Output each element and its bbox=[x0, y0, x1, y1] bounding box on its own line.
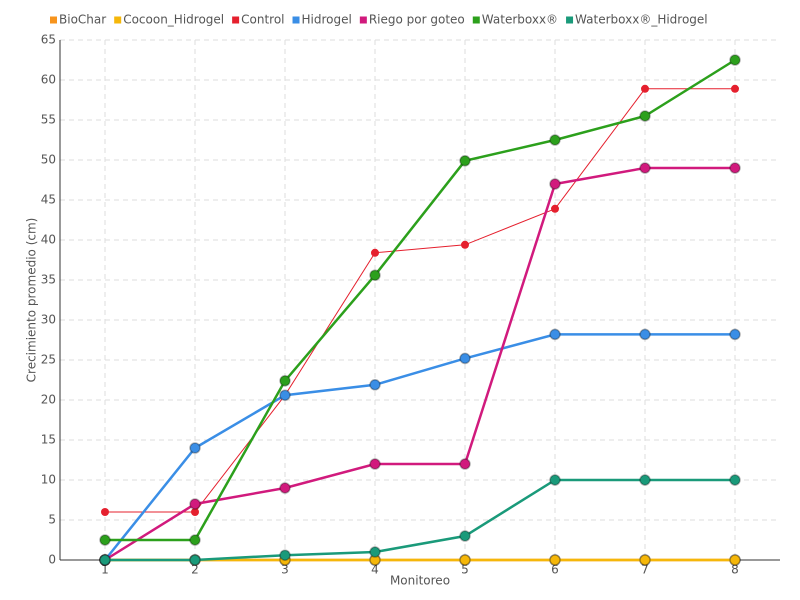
legend-marker bbox=[232, 16, 240, 24]
series-line bbox=[104, 333, 735, 561]
legend-label: Cocoon_Hidrogel bbox=[123, 13, 224, 27]
series-line bbox=[104, 166, 735, 562]
y-tick-label: 40 bbox=[41, 233, 56, 247]
point bbox=[549, 328, 561, 341]
point bbox=[729, 162, 741, 174]
point bbox=[99, 534, 111, 546]
point bbox=[189, 442, 201, 454]
point bbox=[101, 508, 109, 516]
point bbox=[641, 84, 649, 93]
point bbox=[461, 240, 469, 249]
point bbox=[729, 328, 741, 341]
point bbox=[639, 474, 651, 486]
point bbox=[549, 474, 561, 486]
point bbox=[369, 546, 381, 558]
legend-marker bbox=[114, 16, 122, 24]
point bbox=[729, 554, 741, 566]
point bbox=[279, 482, 291, 494]
point bbox=[551, 204, 559, 213]
x-tick-label: 8 bbox=[731, 563, 739, 577]
point bbox=[99, 554, 111, 566]
legend-label: Riego por goteo bbox=[369, 13, 465, 27]
legend-label: Control bbox=[241, 13, 284, 27]
series-line bbox=[105, 478, 735, 562]
point bbox=[371, 248, 379, 257]
y-tick-label: 60 bbox=[41, 73, 56, 87]
point bbox=[639, 554, 651, 566]
x-tick-label: 1 bbox=[101, 563, 109, 577]
point bbox=[639, 110, 651, 122]
y-tick-label: 50 bbox=[41, 153, 56, 167]
point bbox=[459, 554, 471, 566]
point bbox=[639, 162, 651, 174]
legend-label: Waterboxx®_Hidrogel bbox=[575, 13, 708, 27]
x-tick-label: 2 bbox=[191, 563, 199, 577]
y-tick-label: 20 bbox=[41, 393, 56, 407]
point bbox=[369, 458, 381, 470]
point bbox=[459, 352, 471, 365]
y-tick-label: 65 bbox=[41, 33, 56, 47]
y-tick-label: 55 bbox=[41, 113, 56, 127]
x-axis-title: Monitoreo bbox=[390, 574, 450, 588]
y-axis-title: Crecimiento promedio (cm) bbox=[25, 218, 39, 383]
point bbox=[189, 498, 201, 510]
point bbox=[279, 375, 291, 387]
x-tick-label: 7 bbox=[641, 563, 649, 577]
point bbox=[459, 155, 471, 167]
legend-marker bbox=[566, 16, 574, 24]
y-tick-label: 5 bbox=[48, 513, 56, 527]
x-tick-label: 3 bbox=[281, 563, 289, 577]
y-tick-label: 10 bbox=[41, 473, 56, 487]
point bbox=[189, 554, 201, 566]
legend-label: BioChar bbox=[59, 13, 106, 27]
point bbox=[369, 269, 381, 281]
point bbox=[729, 54, 741, 66]
point bbox=[279, 549, 291, 561]
legend-label: Hidrogel bbox=[302, 13, 352, 27]
legend-marker bbox=[359, 16, 367, 24]
point bbox=[729, 474, 741, 486]
y-tick-label: 35 bbox=[41, 273, 56, 287]
series-line bbox=[105, 58, 736, 542]
point bbox=[369, 379, 381, 391]
point bbox=[731, 84, 739, 93]
point bbox=[459, 458, 471, 470]
point bbox=[549, 554, 561, 566]
legend-label: Waterboxx® bbox=[482, 13, 558, 27]
y-tick-label: 25 bbox=[41, 353, 56, 367]
x-tick-label: 5 bbox=[461, 563, 469, 577]
point bbox=[549, 178, 561, 190]
x-tick-label: 6 bbox=[551, 563, 559, 577]
x-tick-label: 4 bbox=[371, 563, 379, 577]
point bbox=[459, 530, 471, 542]
point bbox=[279, 389, 291, 401]
point bbox=[549, 134, 561, 146]
series-line bbox=[105, 88, 735, 513]
y-tick-label: 30 bbox=[41, 313, 56, 327]
legend-marker bbox=[292, 16, 300, 24]
point bbox=[639, 328, 651, 341]
y-tick-label: 45 bbox=[41, 193, 56, 207]
legend-marker bbox=[472, 16, 480, 24]
point bbox=[191, 508, 199, 516]
y-tick-label: 15 bbox=[41, 433, 56, 447]
y-tick-label: 0 bbox=[48, 553, 56, 567]
legend-marker bbox=[50, 16, 57, 24]
point bbox=[189, 534, 201, 546]
